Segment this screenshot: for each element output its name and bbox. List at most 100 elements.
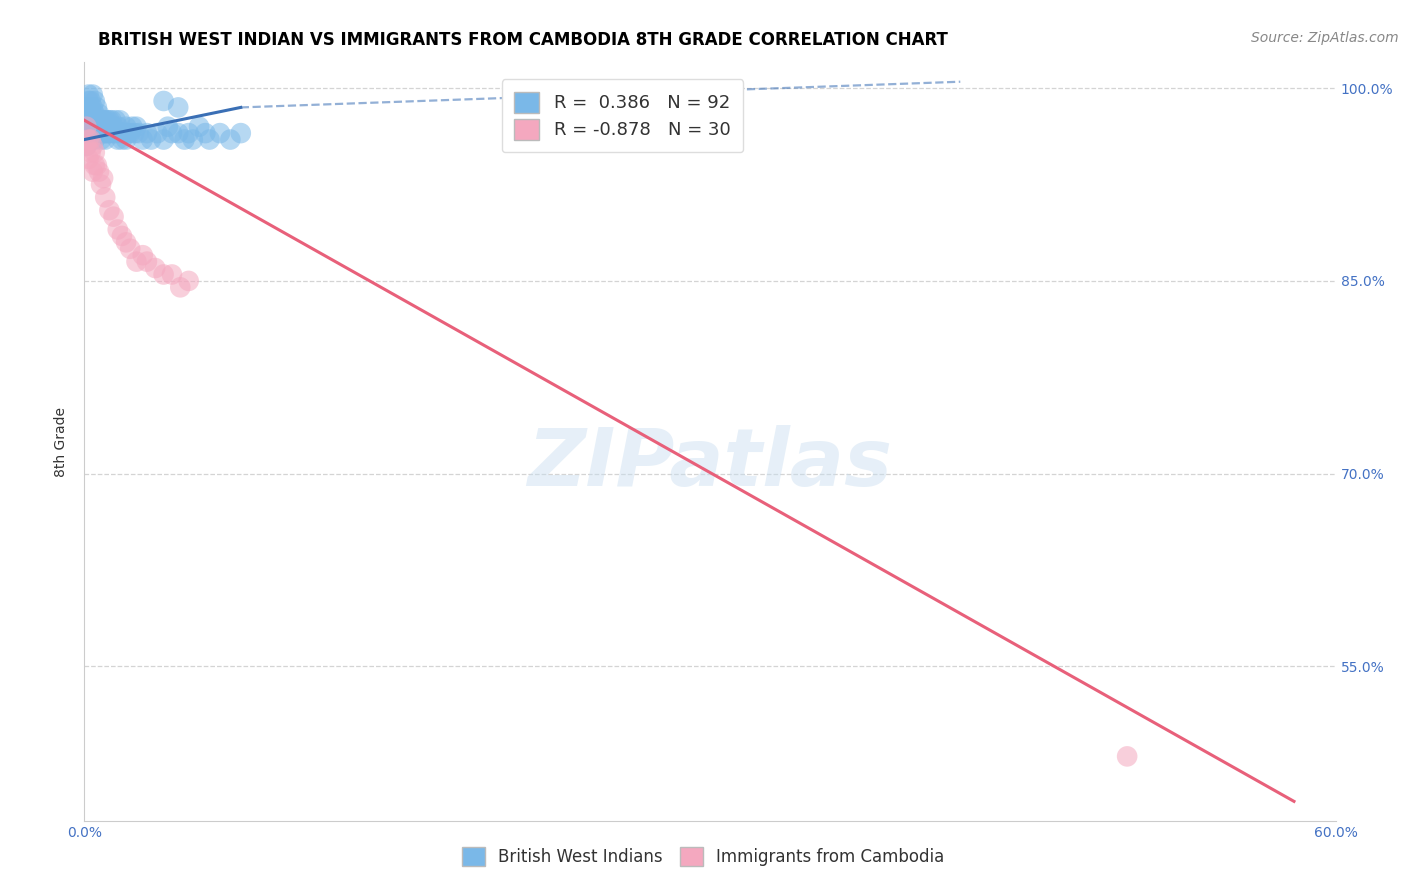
Point xyxy=(107,132,129,146)
Point xyxy=(77,94,100,108)
Point xyxy=(90,132,112,146)
Point xyxy=(152,132,174,146)
Point xyxy=(83,132,105,146)
Text: ZIPatlas: ZIPatlas xyxy=(527,425,893,503)
Point xyxy=(75,113,97,128)
Point xyxy=(146,126,169,140)
Point xyxy=(188,120,211,134)
Point xyxy=(120,242,142,256)
Point xyxy=(96,120,118,134)
Point xyxy=(75,132,97,146)
Point xyxy=(82,139,104,153)
Text: Source: ZipAtlas.com: Source: ZipAtlas.com xyxy=(1251,31,1399,45)
Point xyxy=(77,132,100,146)
Point xyxy=(160,126,183,140)
Point xyxy=(94,113,117,128)
Point xyxy=(108,113,131,128)
Point xyxy=(77,107,100,121)
Point xyxy=(87,120,110,134)
Point xyxy=(139,132,162,146)
Point xyxy=(90,126,112,140)
Point xyxy=(82,120,104,134)
Point xyxy=(96,126,118,140)
Point xyxy=(98,203,121,218)
Point xyxy=(75,120,97,134)
Point xyxy=(120,126,142,140)
Point xyxy=(177,274,200,288)
Point xyxy=(128,126,150,140)
Point xyxy=(90,120,112,134)
Y-axis label: 8th Grade: 8th Grade xyxy=(55,407,69,476)
Point xyxy=(108,126,131,140)
Point xyxy=(75,120,97,134)
Point xyxy=(79,132,101,146)
Point xyxy=(169,280,191,294)
Point xyxy=(79,126,101,140)
Point xyxy=(104,126,127,140)
Point xyxy=(156,120,179,134)
Point xyxy=(124,126,146,140)
Point xyxy=(103,120,125,134)
Point xyxy=(83,113,105,128)
Point xyxy=(91,126,114,140)
Point xyxy=(82,87,104,102)
Text: BRITISH WEST INDIAN VS IMMIGRANTS FROM CAMBODIA 8TH GRADE CORRELATION CHART: BRITISH WEST INDIAN VS IMMIGRANTS FROM C… xyxy=(98,31,948,49)
Point xyxy=(82,100,104,114)
Point xyxy=(208,126,231,140)
Point xyxy=(132,248,155,262)
Point xyxy=(98,113,121,128)
Point xyxy=(79,145,101,160)
Point xyxy=(75,139,97,153)
Point xyxy=(75,139,97,153)
Point xyxy=(103,126,125,140)
Point xyxy=(103,210,125,224)
Point xyxy=(121,120,143,134)
Point xyxy=(77,120,100,134)
Point xyxy=(152,268,174,282)
Point xyxy=(152,94,174,108)
Point xyxy=(94,132,117,146)
Point xyxy=(111,228,134,243)
Point xyxy=(132,132,155,146)
Point xyxy=(125,120,148,134)
Point xyxy=(219,132,242,146)
Point xyxy=(83,158,105,172)
Point xyxy=(115,120,138,134)
Point xyxy=(87,164,110,178)
Legend: British West Indians, Immigrants from Cambodia: British West Indians, Immigrants from Ca… xyxy=(453,838,953,875)
Legend: R =  0.386   N = 92, R = -0.878   N = 30: R = 0.386 N = 92, R = -0.878 N = 30 xyxy=(502,79,744,153)
Point xyxy=(115,235,138,250)
Point xyxy=(96,113,118,128)
Point xyxy=(86,126,108,140)
Point xyxy=(173,132,195,146)
Point xyxy=(143,261,166,276)
Point xyxy=(98,120,121,134)
Point xyxy=(107,120,129,134)
Point xyxy=(83,145,105,160)
Point xyxy=(79,94,101,108)
Point xyxy=(117,126,139,140)
Point xyxy=(87,126,110,140)
Point xyxy=(79,100,101,114)
Point xyxy=(111,126,134,140)
Point xyxy=(77,126,100,140)
Point xyxy=(82,126,104,140)
Point xyxy=(125,254,148,268)
Point xyxy=(167,126,190,140)
Point xyxy=(107,222,129,236)
Point xyxy=(87,107,110,121)
Point xyxy=(198,132,221,146)
Point xyxy=(86,120,108,134)
Point xyxy=(75,100,97,114)
Point xyxy=(86,100,108,114)
Point xyxy=(86,113,108,128)
Point xyxy=(91,171,114,186)
Point xyxy=(167,100,190,114)
Point xyxy=(79,107,101,121)
Point xyxy=(104,113,127,128)
Point xyxy=(91,120,114,134)
Point xyxy=(115,132,138,146)
Point xyxy=(136,126,159,140)
Point xyxy=(229,126,252,140)
Point xyxy=(98,126,121,140)
